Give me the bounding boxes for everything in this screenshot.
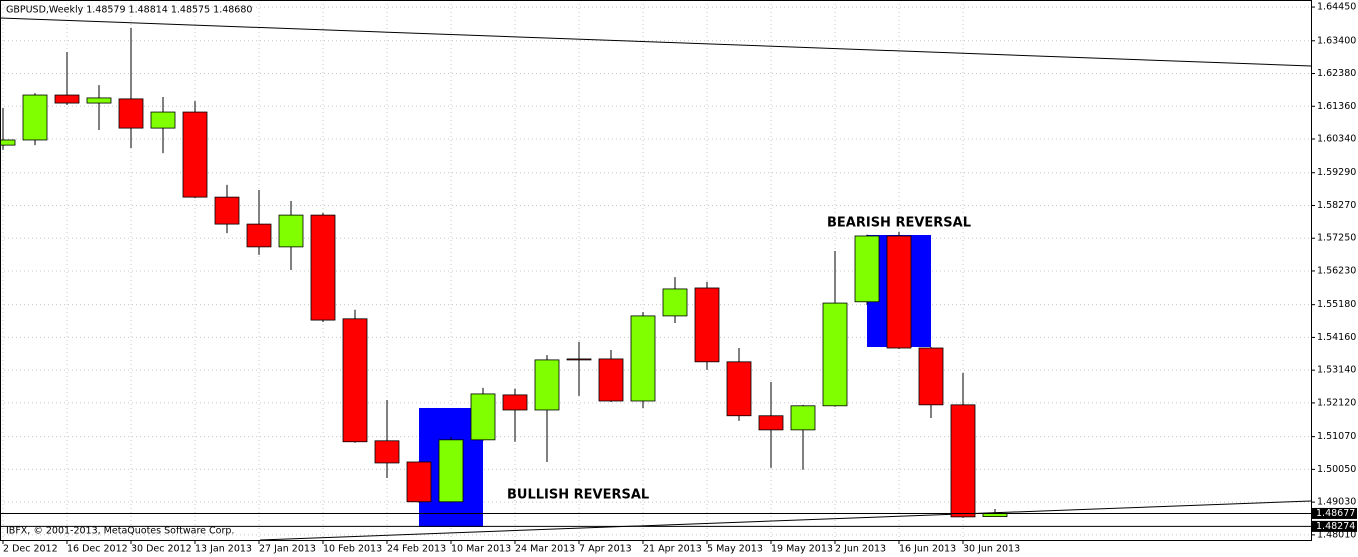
candle-body: [854, 235, 880, 303]
x-tick-label: 7 Apr 2013: [579, 544, 632, 555]
candle-body: [502, 394, 528, 411]
y-tick-label: 1.50050: [1317, 464, 1356, 475]
trend-line: [259, 500, 1312, 541]
x-tick-label: 2 Jun 2013: [835, 544, 886, 555]
candle-body: [310, 214, 336, 321]
annotation: BULLISH REVERSAL: [507, 488, 649, 503]
x-tick-label: 10 Feb 2013: [323, 544, 382, 555]
candle-body: [694, 287, 720, 363]
x-tick-label: 2 Dec 2012: [3, 544, 58, 555]
candle-body: [438, 439, 464, 503]
y-tick-label: 1.49030: [1317, 497, 1356, 508]
candle-body: [662, 288, 688, 317]
x-tick-label: 16 Dec 2012: [67, 544, 128, 555]
x-tick-label: 24 Feb 2013: [387, 544, 446, 555]
y-tick-label: 1.58270: [1317, 200, 1356, 211]
x-tick-label: 19 May 2013: [771, 544, 833, 555]
y-tick-label: 1.52120: [1317, 397, 1356, 408]
y-tick-label: 1.63400: [1317, 35, 1356, 46]
y-tick-label: 1.54160: [1317, 332, 1356, 343]
y-tick-label: 1.59290: [1317, 167, 1356, 178]
candle-body: [566, 358, 592, 361]
footer: IBFX, © 2001-2013, MetaQuotes Software C…: [6, 526, 234, 537]
y-tick-label: 1.61360: [1317, 101, 1356, 112]
y-tick-label: 1.55180: [1317, 299, 1356, 310]
x-tick-label: 5 May 2013: [707, 544, 763, 555]
x-tick-label: 13 Jan 2013: [195, 544, 252, 555]
candle-body: [950, 404, 976, 518]
candle-body: [118, 98, 144, 129]
grid: [0, 0, 1311, 540]
x-tick-label: 30 Dec 2012: [131, 544, 192, 555]
y-tick-label: 1.60340: [1317, 134, 1356, 145]
candle-body: [246, 223, 272, 248]
candle-body: [918, 347, 944, 406]
y-tick-label: 1.57250: [1317, 233, 1356, 244]
x-tick-label: 16 Jun 2013: [899, 544, 956, 555]
y-tick-label: 1.51070: [1317, 431, 1356, 442]
price-label-box: [1312, 507, 1357, 519]
x-tick-label: 30 Jun 2013: [963, 544, 1020, 555]
candle-body: [214, 196, 240, 225]
x-tick-label: 24 Mar 2013: [515, 544, 575, 555]
candle-body: [374, 440, 400, 464]
y-tick-label: 1.53140: [1317, 365, 1356, 376]
y-tick-label: 1.56230: [1317, 265, 1356, 276]
x-tick-label: 27 Jan 2013: [259, 544, 316, 555]
price-label: 1.48677: [1316, 508, 1355, 519]
candle-body: [278, 214, 304, 248]
y-tick-label: 1.62380: [1317, 68, 1356, 79]
price-label-box: [1312, 520, 1357, 532]
candle-body: [54, 94, 80, 104]
candle-body: [886, 235, 912, 349]
candle-body: [822, 302, 848, 407]
candle-body: [182, 111, 208, 198]
candle-body: [0, 139, 16, 146]
candle-body: [534, 359, 560, 411]
candle-body: [150, 111, 176, 129]
chart-title: GBPUSD,Weekly 1.48579 1.48814 1.48575 1.…: [6, 5, 252, 16]
candles: [0, 27, 1008, 518]
y-tick-label: 1.48010: [1317, 529, 1356, 540]
candle-body: [726, 361, 752, 417]
candle-body: [406, 461, 432, 503]
price-label: 1.48274: [1316, 521, 1355, 532]
x-tick-label: 21 Apr 2013: [643, 544, 702, 555]
candle-body: [758, 415, 784, 431]
candle-body: [342, 318, 368, 443]
y-tick-label: 1.64450: [1317, 2, 1356, 13]
candle-body: [470, 393, 496, 441]
candle-body: [630, 315, 656, 402]
x-tick-label: 10 Mar 2013: [451, 544, 511, 555]
candle-body: [22, 94, 48, 141]
annotation: BEARISH REVERSAL: [827, 216, 971, 231]
candle-body: [598, 358, 624, 402]
candle-body: [86, 97, 112, 104]
candle-body: [790, 405, 816, 431]
trend-line: [0, 17, 1312, 67]
